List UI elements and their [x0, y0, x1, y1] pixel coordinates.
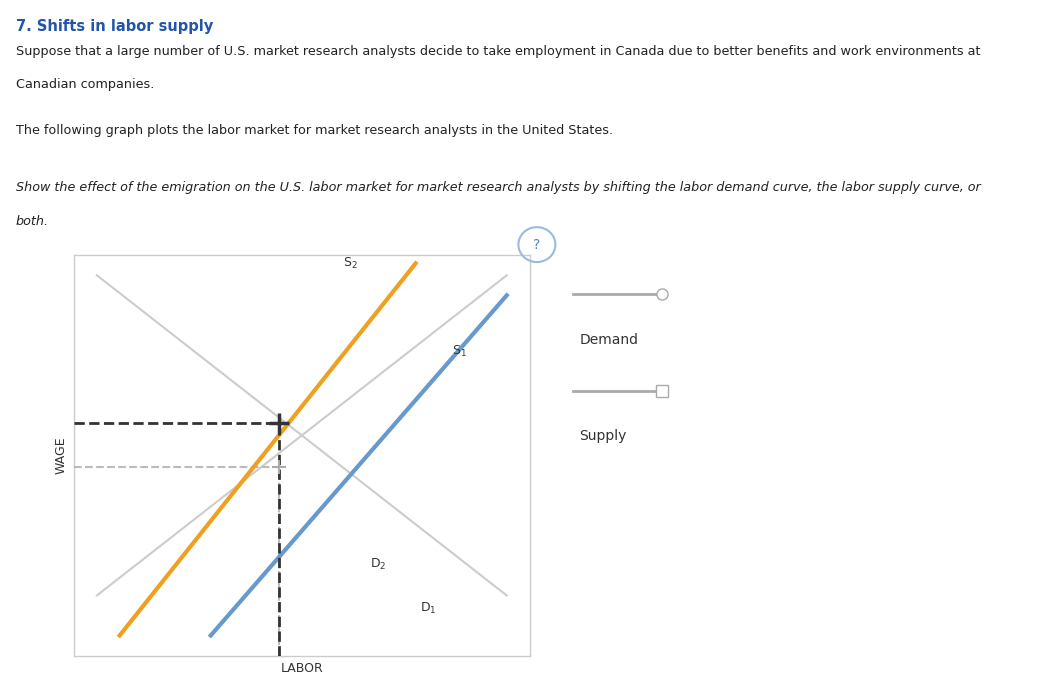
Text: Suppose that a large number of U.S. market research analysts decide to take empl: Suppose that a large number of U.S. mark… — [16, 45, 981, 58]
Text: S$_2$: S$_2$ — [343, 256, 358, 271]
Text: The following graph plots the labor market for market research analysts in the U: The following graph plots the labor mark… — [16, 124, 613, 137]
Text: Canadian companies.: Canadian companies. — [16, 78, 155, 91]
Text: Supply: Supply — [579, 429, 627, 443]
Text: D$_2$: D$_2$ — [371, 556, 387, 571]
Text: Demand: Demand — [579, 333, 639, 346]
Text: ?: ? — [534, 237, 540, 252]
X-axis label: LABOR: LABOR — [281, 662, 323, 676]
Text: 7. Shifts in labor supply: 7. Shifts in labor supply — [16, 19, 213, 34]
Text: Show the effect of the emigration on the U.S. labor market for market research a: Show the effect of the emigration on the… — [16, 181, 981, 195]
Text: S$_1$: S$_1$ — [452, 344, 467, 359]
Text: both.: both. — [16, 215, 49, 228]
Y-axis label: WAGE: WAGE — [54, 437, 67, 474]
Text: D$_1$: D$_1$ — [420, 600, 436, 615]
